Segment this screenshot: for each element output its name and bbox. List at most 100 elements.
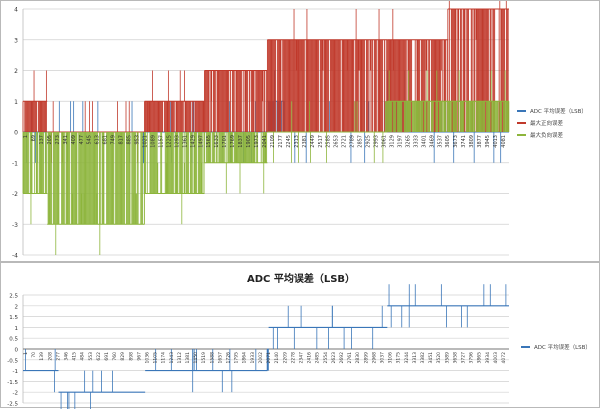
x-tick-label: 2278 [290, 352, 296, 364]
x-tick-label: 545 [87, 135, 93, 145]
error-chart-legend: ADC 平均误差（LSB） 最大正向误差 最大负向误差 [517, 105, 587, 141]
x-tick-label: 3945 [485, 135, 491, 148]
x-tick-label: 817 [119, 135, 125, 145]
x-tick-label: 2721 [342, 135, 348, 148]
x-tick-label: 137 [39, 135, 45, 145]
y-tick-label: 4 [14, 7, 18, 14]
x-tick-label: 415 [72, 352, 78, 361]
x-tick-label: 2623 [331, 352, 337, 364]
x-tick-label: 1837 [238, 135, 244, 148]
x-tick-label: 2993 [374, 135, 380, 148]
x-tick-label: 1036 [145, 352, 151, 364]
x-tick-label: 1973 [254, 135, 260, 148]
y-tick-label: -3 [12, 222, 18, 229]
avg-error-chart: -2.5-2-1.5-1-0.500.511.522.51 70 139 208 277… [7, 284, 509, 409]
x-tick-label: 1905 [246, 135, 252, 148]
legend-item: ADC 平均误差（LSB） [521, 341, 591, 353]
x-tick-label: 967 [136, 352, 142, 361]
x-tick-label: 3129 [389, 135, 395, 148]
x-tick-label: 2381 [302, 135, 308, 148]
x-tick-label: 3727 [460, 352, 466, 364]
x-tick-label: 3061 [382, 135, 388, 148]
x-tick-label: 1519 [201, 352, 207, 364]
x-tick-label: 4081 [501, 135, 507, 148]
x-tick-label: 553 [88, 352, 94, 361]
legend-item: 最大负向误差 [517, 129, 587, 141]
x-tick-label: 409 [71, 135, 77, 145]
x-tick-label: 3605 [445, 135, 451, 148]
x-tick-label: 3265 [405, 135, 411, 148]
x-tick-label: 1361 [182, 135, 188, 148]
y-tick-label: 1 [14, 99, 18, 106]
x-tick-label: 4003 [493, 352, 499, 364]
x-tick-label: 2585 [326, 135, 332, 148]
x-tick-label: 2653 [334, 135, 340, 148]
x-tick-label: 1565 [206, 135, 212, 148]
x-tick-label: 2857 [358, 135, 364, 148]
x-tick-label: 3333 [413, 135, 419, 148]
x-tick-label: 3244 [404, 352, 410, 364]
x-tick-label: 205 [47, 135, 53, 145]
x-tick-label: 3106 [388, 352, 394, 364]
x-tick-label: 1769 [230, 135, 236, 148]
x-tick-label: 691 [104, 352, 110, 361]
avg-error-chart-panel: ADC 平均误差（LSB） -2.5 -2 -1.5 -1 -0.5 0 0.5 1 1.5 2 2… [0, 262, 600, 409]
x-tick-label: 2071 [266, 352, 272, 364]
x-tick-label: 2209 [282, 352, 288, 364]
x-tick-label: 1657 [217, 352, 223, 364]
x-tick-label: 2041 [262, 135, 268, 148]
x-tick-label: 3877 [477, 135, 483, 148]
x-tick-label: 1 [23, 352, 29, 355]
legend-label: 最大正向误差 [530, 121, 564, 127]
x-tick-label: 273 [55, 135, 61, 145]
x-tick-label: 1381 [185, 352, 191, 364]
x-tick-label: 346 [64, 352, 70, 361]
avg-error-chart-legend: ADC 平均误差（LSB） [521, 341, 591, 353]
x-tick-label: 3451 [428, 352, 434, 364]
x-tick-label: 1588 [209, 352, 215, 364]
legend-label: ADC 平均误差（LSB） [534, 345, 591, 351]
x-tick-label: 341 [63, 135, 69, 145]
x-tick-label: 1021 [143, 135, 149, 148]
y-tick-label: 2 [14, 68, 18, 75]
x-tick-label: 139 [39, 352, 45, 361]
y-tick-label: -1 [12, 160, 18, 167]
x-tick-label: 1633 [214, 135, 220, 148]
y-tick-label: -2 [12, 191, 18, 198]
x-tick-label: 3382 [420, 352, 426, 364]
x-tick-label: 3520 [436, 352, 442, 364]
x-tick-label: 2347 [298, 352, 304, 364]
error-chart-panel: -4 -3 -2 -1 0 1 2 3 4 1 69 137 205 273 341 409 477 545 613… [0, 0, 600, 262]
x-tick-label: 2692 [339, 352, 345, 364]
x-tick-label: 2313 [294, 135, 300, 148]
x-tick-label: 2140 [274, 352, 280, 364]
x-tick-label: 681 [103, 135, 109, 145]
x-tick-label: 1312 [177, 352, 183, 364]
y-tick-label: 3 [14, 37, 18, 44]
x-tick-label: 3865 [477, 352, 483, 364]
x-tick-label: 2449 [310, 135, 316, 148]
y-tick-label: -2 [13, 391, 18, 397]
x-tick-label: 1726 [226, 352, 232, 364]
legend-swatch [521, 346, 530, 348]
x-tick-label: 613 [95, 135, 101, 145]
x-tick-label: 3537 [437, 135, 443, 148]
x-tick-label: 208 [47, 352, 53, 361]
legend-swatch [517, 122, 526, 124]
y-tick-label: 0.5 [9, 337, 18, 343]
x-tick-label: 1429 [190, 135, 196, 148]
x-tick-label: 3741 [461, 135, 467, 148]
y-tick-label: -1.5 [7, 380, 18, 386]
y-tick-label: -1 [13, 369, 18, 375]
legend-swatch [517, 110, 526, 112]
x-tick-label: 1933 [250, 352, 256, 364]
x-tick-label: 2245 [286, 135, 292, 148]
x-tick-label: 1157 [158, 135, 164, 148]
x-tick-label: 2002 [258, 352, 264, 364]
x-tick-label: 2485 [315, 352, 321, 364]
x-tick-label: 760 [112, 352, 118, 361]
x-tick-label: 2177 [278, 135, 284, 148]
x-tick-label: 69 [31, 135, 37, 141]
series-0 [23, 284, 509, 409]
